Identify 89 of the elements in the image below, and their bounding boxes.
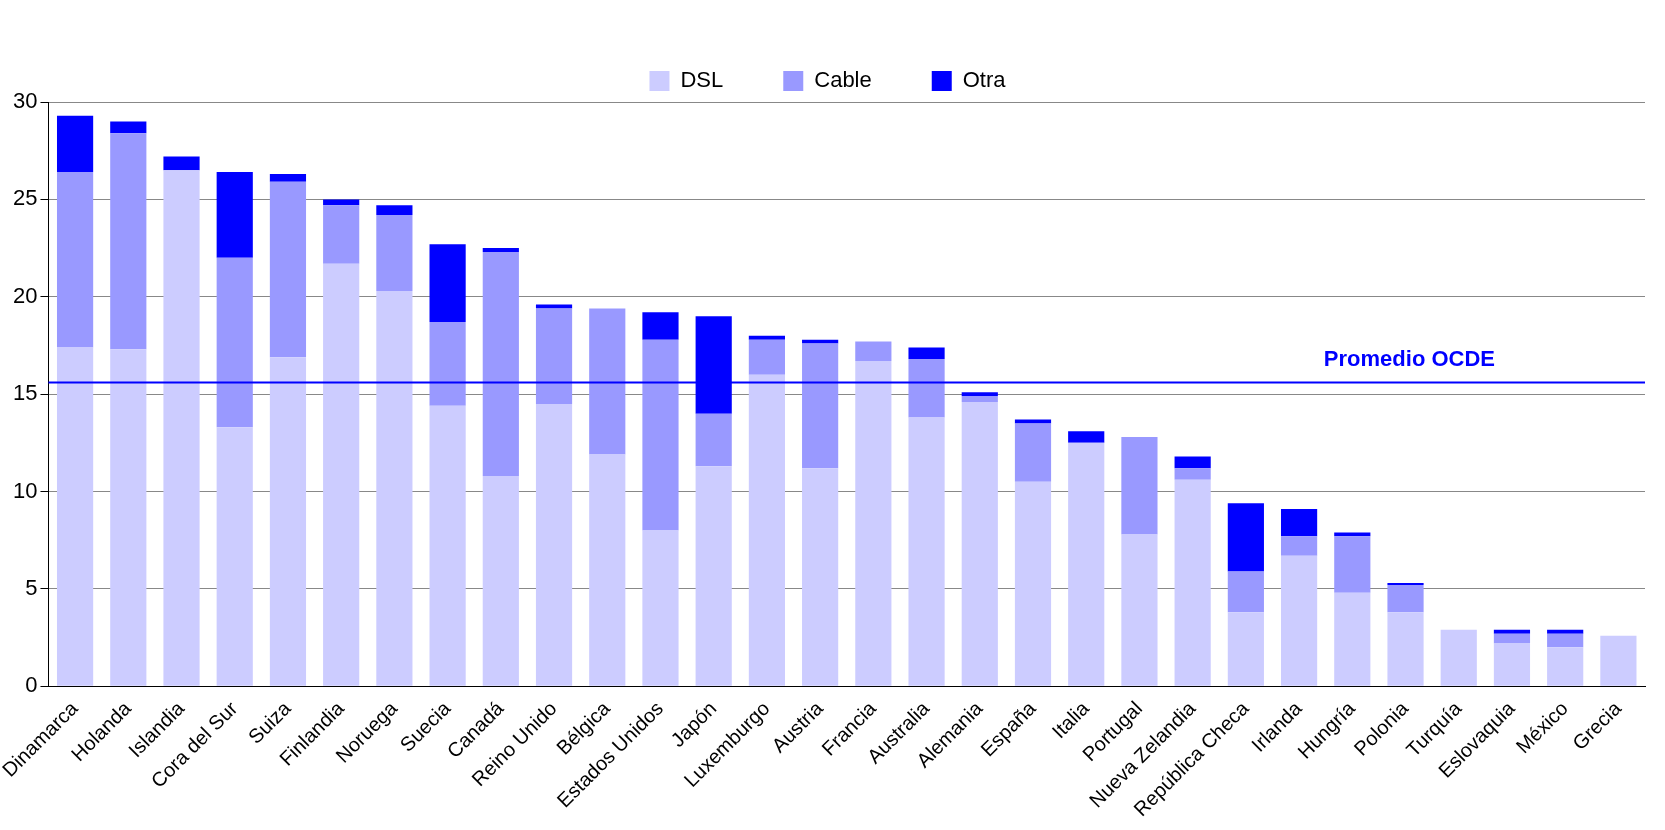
bar	[1227, 571, 1264, 613]
bar	[323, 199, 360, 206]
bar	[1280, 536, 1318, 556]
bar	[1334, 532, 1371, 537]
bar	[642, 530, 679, 686]
bar	[1227, 503, 1264, 572]
bar	[269, 174, 307, 182]
bar	[163, 170, 200, 686]
legend-label: Otra	[962, 67, 1007, 93]
y-tick-label: 5	[25, 575, 38, 600]
bar	[908, 417, 945, 686]
bar	[535, 403, 573, 686]
y-tick-label: 15	[12, 380, 38, 406]
bar	[1547, 633, 1584, 648]
bar	[429, 244, 466, 323]
bar	[216, 257, 253, 428]
bar	[802, 339, 839, 344]
bar	[748, 335, 785, 340]
bar	[748, 339, 785, 375]
bar	[269, 357, 307, 686]
bar	[535, 308, 573, 404]
bar	[1387, 585, 1424, 613]
bar	[748, 374, 785, 686]
bar	[855, 361, 892, 686]
bar	[1493, 633, 1531, 644]
bar	[56, 115, 94, 173]
bar	[802, 343, 839, 469]
bar	[56, 172, 94, 348]
ref-line-label: Promedio OCDE	[1323, 345, 1495, 371]
bar	[961, 392, 998, 397]
bar	[642, 339, 679, 531]
bar	[1493, 629, 1531, 634]
bar	[110, 349, 147, 686]
bar	[961, 396, 998, 402]
bar	[1334, 592, 1371, 686]
bar	[1334, 536, 1371, 593]
bar	[589, 308, 626, 455]
bar	[1280, 555, 1318, 686]
y-tick-label: 20	[12, 282, 38, 308]
y-tick-label: 0	[25, 672, 38, 698]
bar	[429, 322, 466, 406]
y-tick-label: 30	[12, 88, 38, 114]
bar	[1068, 431, 1105, 443]
bar	[1600, 635, 1637, 686]
bar	[1014, 481, 1052, 686]
bar	[1174, 479, 1211, 686]
legend-label: DSL	[680, 67, 724, 93]
legend-label: Cable	[814, 67, 872, 93]
bar	[269, 181, 307, 358]
bar	[1280, 509, 1318, 537]
bar	[589, 454, 626, 686]
bar	[1121, 437, 1158, 535]
bar	[376, 214, 413, 291]
bar	[110, 121, 147, 134]
bar	[695, 413, 732, 467]
bar	[56, 347, 94, 686]
bar	[216, 172, 253, 258]
bar	[429, 405, 466, 686]
bar	[323, 263, 360, 686]
bar	[1121, 534, 1158, 686]
bar	[1068, 442, 1105, 686]
bar	[855, 341, 892, 362]
bar	[1547, 647, 1584, 686]
bar	[1493, 643, 1531, 686]
bar	[1174, 468, 1211, 480]
bar	[961, 401, 998, 686]
bar	[1440, 629, 1477, 686]
bar	[1174, 456, 1211, 469]
bar	[482, 248, 519, 252]
bar	[110, 133, 147, 350]
bar	[1014, 423, 1052, 482]
bar	[695, 466, 732, 686]
y-tick-label: 25	[12, 185, 38, 211]
bar	[802, 468, 839, 686]
bar	[1227, 612, 1264, 686]
bar	[376, 205, 413, 215]
bar	[1387, 612, 1424, 686]
bar	[163, 156, 200, 171]
bar	[482, 251, 519, 476]
bar	[216, 427, 253, 686]
bar	[642, 312, 679, 340]
y-tick-label: 10	[12, 477, 38, 503]
bar	[323, 205, 360, 264]
bar	[908, 347, 945, 360]
bar	[482, 475, 519, 686]
bar	[1547, 629, 1584, 634]
bar	[1014, 419, 1052, 424]
bar	[376, 290, 413, 686]
bar	[908, 359, 945, 418]
